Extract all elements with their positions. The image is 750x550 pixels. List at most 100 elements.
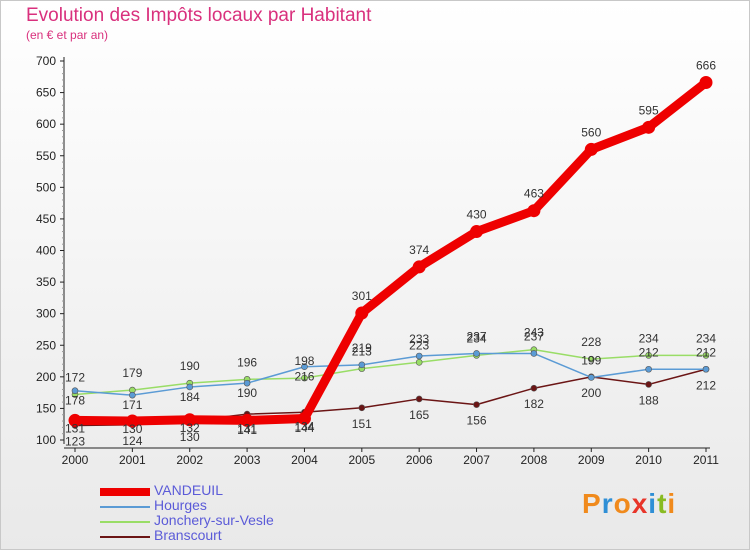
data-label: 182 <box>524 397 544 411</box>
legend-label: Hourges <box>154 497 207 513</box>
logo-letter: i <box>667 488 677 519</box>
data-label: 237 <box>524 329 544 343</box>
y-tick-label: 600 <box>36 117 56 131</box>
data-label: 196 <box>237 355 257 369</box>
data-label: 430 <box>467 208 487 222</box>
data-point <box>415 395 423 403</box>
data-label: 234 <box>639 331 659 345</box>
data-point <box>297 412 311 426</box>
data-label: 237 <box>467 329 487 343</box>
data-point <box>125 414 139 428</box>
legend-label: Branscourt <box>154 527 222 543</box>
data-label: 190 <box>237 386 257 400</box>
x-tick-label: 2001 <box>119 453 146 467</box>
data-label: 156 <box>467 414 487 428</box>
data-point <box>301 374 308 382</box>
x-tick-label: 2004 <box>291 453 318 467</box>
logo-letter: o <box>613 488 632 519</box>
x-tick-label: 2011 <box>693 453 719 467</box>
data-point <box>473 401 480 408</box>
y-tick-label: 700 <box>36 54 56 68</box>
data-point <box>301 363 308 371</box>
data-point <box>702 365 710 373</box>
data-label: 132 <box>180 421 200 435</box>
chart-title: Evolution des Impôts locaux par Habitant <box>26 5 372 26</box>
data-point <box>702 352 710 359</box>
data-point <box>584 142 598 156</box>
data-label: 216 <box>294 370 314 384</box>
data-point <box>412 260 426 274</box>
data-label: 188 <box>639 393 659 407</box>
y-tick-label: 100 <box>36 433 56 447</box>
data-label: 131 <box>65 421 85 435</box>
data-point <box>358 404 366 412</box>
data-label: 234 <box>467 331 487 345</box>
logo-letter: x <box>631 488 649 519</box>
data-label: 560 <box>581 125 601 139</box>
data-label: 212 <box>639 345 659 359</box>
x-tick-label: 2005 <box>348 453 375 467</box>
series-line-vandeuil <box>70 77 711 426</box>
data-label: 151 <box>352 417 372 431</box>
data-point <box>68 413 82 427</box>
data-point <box>183 413 197 427</box>
logo-letter: r <box>601 488 614 519</box>
data-label: 200 <box>581 386 601 400</box>
data-point <box>186 383 194 391</box>
y-tick-label: 400 <box>36 244 56 258</box>
data-point <box>358 361 366 369</box>
data-label: 228 <box>581 335 601 349</box>
y-tick-label: 500 <box>36 180 56 194</box>
data-point <box>527 204 541 218</box>
data-label: 233 <box>409 332 429 346</box>
data-label: 223 <box>409 338 429 352</box>
data-label: 172 <box>65 371 85 385</box>
data-label: 165 <box>409 408 429 422</box>
legend-swatch <box>100 488 150 496</box>
logo-letter: i <box>648 488 658 519</box>
x-tick-label: 2009 <box>578 453 605 467</box>
data-point <box>587 374 595 381</box>
series-line-hourges <box>74 352 707 396</box>
legend-label: VANDEUIL <box>154 482 223 498</box>
data-point <box>415 359 423 366</box>
data-point <box>355 306 369 320</box>
chart-subtitle: (en € et par an) <box>26 28 109 42</box>
y-tick-label: 350 <box>36 275 56 289</box>
y-tick-label: 150 <box>36 401 56 415</box>
x-tick-label: 2003 <box>234 453 261 467</box>
legend-swatch <box>100 506 150 508</box>
data-label: 199 <box>581 353 601 367</box>
data-label: 123 <box>65 434 85 448</box>
logo-letter: t <box>657 488 668 519</box>
y-tick-label: 450 <box>36 212 56 226</box>
data-point <box>530 350 538 357</box>
data-label: 171 <box>122 398 142 412</box>
x-tick-label: 2002 <box>176 453 203 467</box>
data-label: 198 <box>294 354 314 368</box>
data-label: 243 <box>524 326 544 340</box>
data-point <box>240 413 254 427</box>
data-point <box>645 381 652 388</box>
data-point <box>645 352 652 359</box>
data-label: 134 <box>294 420 314 434</box>
legend-label: Jonchery-sur-Vesle <box>154 512 274 528</box>
data-label: 141 <box>237 423 257 437</box>
data-label: 130 <box>122 422 142 436</box>
legend-swatch <box>100 536 150 538</box>
data-label: 179 <box>122 366 142 380</box>
data-label: 301 <box>352 289 372 303</box>
data-label: 124 <box>122 434 142 448</box>
y-tick-label: 200 <box>36 370 56 384</box>
y-tick-label: 250 <box>36 338 56 352</box>
data-point <box>530 384 538 392</box>
data-label: 234 <box>696 331 716 345</box>
data-point <box>645 365 652 373</box>
x-tick-label: 2000 <box>62 453 89 467</box>
data-label: 130 <box>180 430 200 444</box>
data-point <box>587 355 595 363</box>
data-point <box>129 391 136 399</box>
data-label: 184 <box>180 390 200 404</box>
